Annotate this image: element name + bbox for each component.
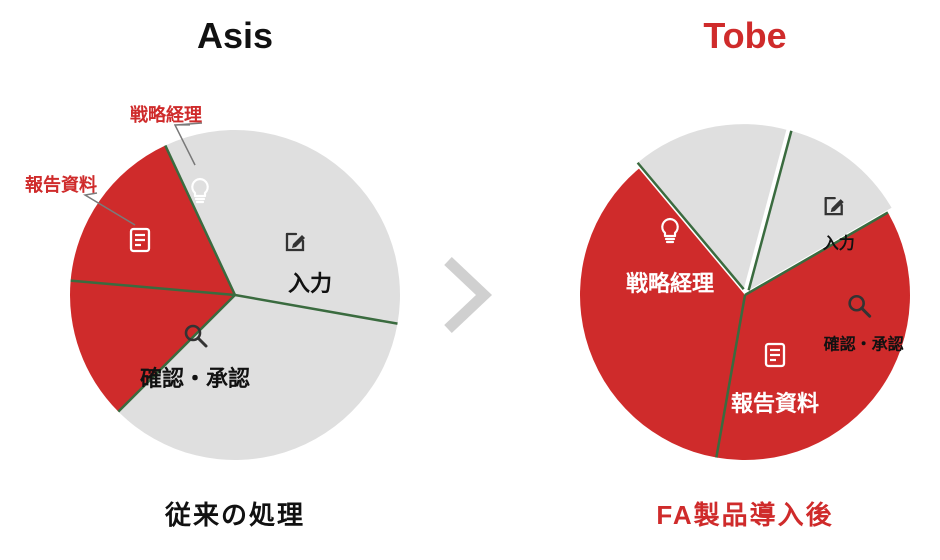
chart-stage: Asis Tobe 従来の処理 FA製品導入後 入力確認・承認報告資料戦略経理 … (0, 0, 940, 560)
tobe-label-confirm: 確認・承認 (824, 334, 904, 353)
asis-callout-report: 報告資料 (25, 174, 97, 195)
tobe-label-input: 入力 (823, 233, 855, 252)
tobe-pie: 入力確認・承認報告資料 戦略経理 (510, 0, 940, 560)
asis-pie: 入力確認・承認 報告資料 戦略経理 (0, 0, 470, 560)
tobe-label-report: 報告資料 (731, 391, 819, 416)
tobe-label-strategy: 戦略経理 (626, 271, 714, 296)
asis-label-confirm: 確認・承認 (140, 366, 250, 391)
asis-callout-strategy: 戦略経理 (130, 104, 202, 125)
asis-label-input: 入力 (288, 271, 332, 296)
